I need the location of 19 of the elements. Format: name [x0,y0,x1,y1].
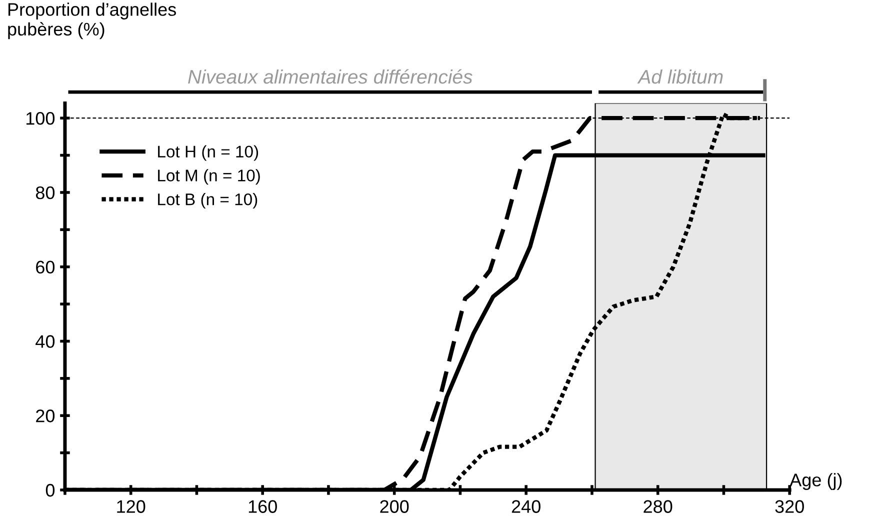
legend-label: Lot H (n = 10) [158,145,258,161]
x-tick-label: 280 [644,500,672,513]
y-tick-label: 20 [36,410,55,422]
y-axis-title: Proportion d’agnelles pubères (%) [8,2,176,40]
legend-label: Lot M (n = 10) [158,169,260,185]
text: Niveaux alimentaires différenciés [188,69,472,84]
band-label: Ad libitum [637,69,723,84]
legend-label: Lot B (n = 10) [158,193,258,209]
y-tick-label: 40 [36,335,55,348]
x-tick-label: 120 [117,500,146,513]
y-tick-label: 0 [46,484,55,497]
y-tick-label: 60 [36,260,55,274]
x-tick-label: 200 [380,500,409,513]
x-tick-label: 320 [775,500,804,513]
x-tick-label: 240 [512,500,540,513]
y-tick-label: 100 [26,112,55,125]
x-tick-label: 160 [248,500,277,513]
y-tick-label: 80 [36,186,55,200]
x-axis-title: Age (j) [790,473,842,490]
